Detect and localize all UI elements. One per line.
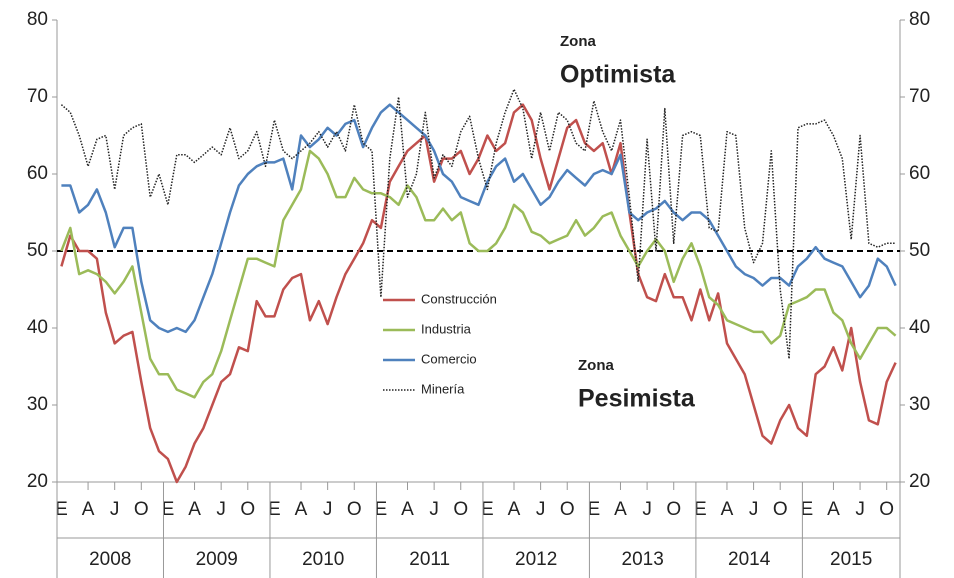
- y2-tick-label: 20: [909, 471, 930, 492]
- y2-tick-label: 30: [909, 394, 930, 415]
- y-tick-label: 40: [27, 317, 48, 338]
- year-label: 2011: [409, 549, 450, 570]
- x-tick-label: J: [642, 499, 652, 520]
- x-tick-label: E: [375, 499, 388, 520]
- x-tick-label: A: [188, 499, 201, 520]
- y2-tick-label: 70: [909, 86, 930, 107]
- x-tick-label: E: [588, 499, 601, 520]
- y-tick-label: 80: [27, 9, 48, 30]
- x-tick-label: J: [323, 499, 333, 520]
- year-label: 2015: [830, 549, 872, 570]
- y-tick-label: 20: [27, 471, 48, 492]
- series-line: [61, 103, 897, 334]
- legend-label: Comercio: [421, 351, 477, 366]
- year-label: 2009: [196, 549, 238, 570]
- y-tick-label: 70: [27, 86, 48, 107]
- x-tick-label: O: [666, 499, 681, 520]
- annotation: Optimista: [560, 61, 676, 89]
- annotation: Zona: [560, 33, 596, 50]
- x-tick-label: A: [295, 499, 308, 520]
- x-tick-label: J: [749, 499, 759, 520]
- x-tick-label: J: [216, 499, 226, 520]
- x-tick-label: O: [879, 499, 894, 520]
- series-line: [60, 88, 896, 360]
- year-label: 2008: [89, 549, 131, 570]
- x-tick-label: A: [401, 499, 414, 520]
- legend-label: Construcción: [421, 291, 497, 306]
- x-tick-label: E: [481, 499, 494, 520]
- x-tick-label: E: [55, 499, 68, 520]
- x-tick-label: A: [82, 499, 95, 520]
- x-tick-label: E: [800, 499, 813, 520]
- annotation: Zona: [578, 357, 614, 374]
- y-tick-label: 60: [27, 163, 48, 184]
- series-line: [60, 103, 897, 484]
- x-tick-label: J: [429, 499, 439, 520]
- x-tick-label: A: [508, 499, 521, 520]
- x-tick-label: A: [721, 499, 734, 520]
- annotation: Pesimista: [578, 385, 696, 413]
- legend-label: Minería: [421, 381, 465, 396]
- x-tick-label: A: [614, 499, 627, 520]
- x-tick-label: E: [268, 499, 281, 520]
- x-tick-label: J: [536, 499, 546, 520]
- x-tick-label: J: [855, 499, 865, 520]
- x-tick-label: O: [773, 499, 788, 520]
- y2-tick-label: 80: [909, 9, 930, 30]
- x-tick-label: A: [827, 499, 840, 520]
- x-tick-label: O: [453, 499, 468, 520]
- series-line: [60, 149, 897, 399]
- year-label: 2010: [302, 549, 344, 570]
- y-tick-label: 50: [27, 240, 48, 261]
- year-label: 2012: [515, 549, 557, 570]
- year-label: 2013: [622, 549, 664, 570]
- legend-label: Industria: [421, 321, 472, 336]
- x-tick-label: O: [134, 499, 149, 520]
- x-tick-label: O: [347, 499, 362, 520]
- x-tick-label: O: [560, 499, 575, 520]
- y2-tick-label: 40: [909, 317, 930, 338]
- x-tick-label: E: [162, 499, 175, 520]
- x-tick-label: O: [240, 499, 255, 520]
- x-tick-label: J: [110, 499, 120, 520]
- y2-tick-label: 60: [909, 163, 930, 184]
- y2-tick-label: 50: [909, 240, 930, 261]
- y-tick-label: 30: [27, 394, 48, 415]
- x-tick-label: E: [694, 499, 707, 520]
- year-label: 2014: [728, 549, 771, 570]
